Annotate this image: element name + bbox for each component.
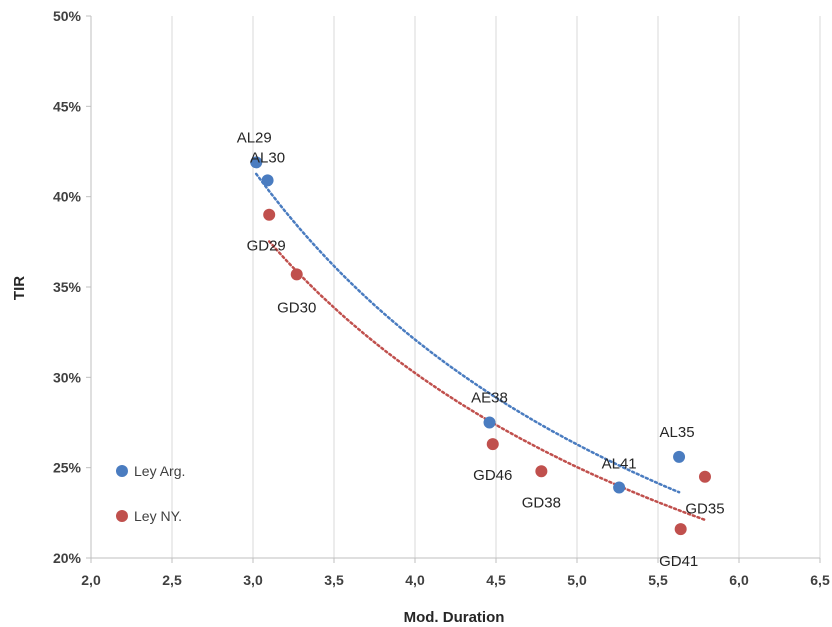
x-tick-label: 2,0 bbox=[81, 572, 101, 588]
y-tick-label: 30% bbox=[53, 369, 82, 385]
legend-marker bbox=[116, 465, 128, 477]
point-gd41 bbox=[674, 523, 687, 536]
point-label-gd29: GD29 bbox=[247, 238, 286, 255]
x-axis-title: Mod. Duration bbox=[404, 609, 505, 626]
x-tick-label: 2,5 bbox=[162, 572, 182, 588]
trendline-ley-arg bbox=[254, 172, 681, 494]
y-tick-label: 25% bbox=[53, 460, 82, 476]
point-label-gd41: GD41 bbox=[659, 553, 698, 570]
x-tick-label: 3,5 bbox=[324, 572, 344, 588]
point-label-ae38: AE38 bbox=[471, 390, 508, 407]
x-tick-label: 5,0 bbox=[567, 572, 587, 588]
point-gd35 bbox=[698, 470, 711, 483]
legend-label: Ley Arg. bbox=[134, 463, 185, 479]
x-tick-label: 6,0 bbox=[729, 572, 749, 588]
axes-layer: 2,0 2,5 3,0 3,5 4,0 4,5 5,0 5,5 6,0 6,5 20% 25% 30% 3… bbox=[53, 8, 830, 588]
point-ae38 bbox=[483, 416, 496, 429]
x-tick-label: 4,0 bbox=[405, 572, 425, 588]
point-gd38 bbox=[535, 465, 548, 478]
y-tick-label: 35% bbox=[53, 279, 82, 295]
point-al30 bbox=[261, 174, 274, 187]
point-al29 bbox=[250, 156, 263, 169]
point-gd29 bbox=[263, 208, 276, 221]
x-tick-label: 5,5 bbox=[648, 572, 668, 588]
point-gd30 bbox=[290, 268, 303, 281]
points-layer bbox=[250, 156, 711, 536]
y-tick-label: 40% bbox=[53, 189, 82, 205]
x-tick-label: 4,5 bbox=[486, 572, 506, 588]
y-tick-label: 20% bbox=[53, 550, 82, 566]
point-labels-layer: AL29 AL30 AE38 AL41 AL35 GD29 GD30 GD46 GD38 GD35… bbox=[237, 129, 725, 570]
point-al41 bbox=[613, 481, 626, 494]
x-tick-label: 3,0 bbox=[243, 572, 263, 588]
point-label-al29: AL29 bbox=[237, 129, 272, 146]
point-al35 bbox=[673, 450, 686, 463]
x-tick-label: 6,5 bbox=[810, 572, 830, 588]
point-label-gd38: GD38 bbox=[522, 494, 561, 511]
point-label-al41: AL41 bbox=[602, 456, 637, 473]
legend: Ley Arg. Ley NY. bbox=[116, 463, 185, 524]
y-tick-label: 50% bbox=[53, 8, 82, 24]
point-gd46 bbox=[486, 438, 499, 451]
point-label-al35: AL35 bbox=[660, 424, 695, 441]
point-label-gd30: GD30 bbox=[277, 299, 316, 316]
legend-marker bbox=[116, 510, 128, 522]
point-label-gd46: GD46 bbox=[473, 467, 512, 484]
grid-layer bbox=[171, 16, 821, 558]
y-axis-title: TIR bbox=[11, 276, 28, 300]
point-label-al30: AL30 bbox=[250, 149, 285, 166]
point-label-gd35: GD35 bbox=[685, 501, 724, 518]
legend-label: Ley NY. bbox=[134, 508, 182, 524]
y-tick-label: 45% bbox=[53, 98, 82, 114]
